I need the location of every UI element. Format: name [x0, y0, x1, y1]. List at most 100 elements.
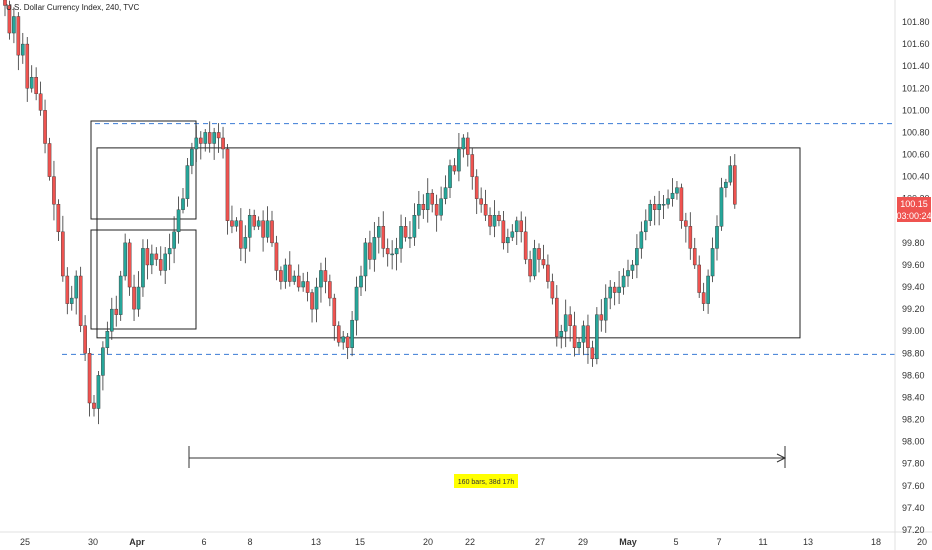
candle-down [198, 137, 203, 144]
x-tick-label: Apr [129, 537, 145, 547]
candle-down [310, 292, 314, 310]
candle-down [470, 154, 475, 177]
candle-up [319, 270, 323, 288]
candle-down [127, 242, 132, 288]
candle-down [83, 325, 87, 354]
candle-down [541, 259, 546, 266]
y-tick-label: 101.40 [902, 61, 930, 71]
date-range-measure[interactable]: 160 bars, 38d 17h [188, 446, 787, 488]
candle-up [706, 275, 710, 304]
candle-up [101, 347, 105, 376]
candle-down [488, 215, 492, 227]
y-tick-label: 100.60 [902, 150, 930, 160]
candle-down [537, 248, 541, 260]
candle-up [190, 148, 194, 166]
candle-down [132, 286, 136, 310]
candle-up [283, 264, 288, 282]
candle-down [274, 242, 279, 271]
candle-down [519, 220, 523, 233]
x-tick-label: 7 [716, 537, 721, 547]
candle-down [43, 110, 47, 144]
x-tick-label: 22 [465, 537, 475, 547]
current-price-badge: 100.15 03:00:24 [896, 197, 932, 222]
candle-up [657, 204, 661, 210]
candle-down [239, 220, 243, 249]
candle-down [332, 297, 337, 326]
candle-down [7, 5, 12, 34]
candle-down [528, 259, 532, 277]
candle-up [661, 204, 666, 206]
candle-down [483, 204, 488, 216]
candle-down [555, 297, 559, 337]
candle-up [194, 137, 199, 150]
candle-up [390, 253, 394, 256]
candle-up [181, 198, 185, 210]
candle-down [385, 248, 390, 255]
candle-down [403, 226, 408, 238]
candle-up [354, 286, 359, 321]
candle-down [261, 220, 265, 238]
candle-up [377, 226, 381, 238]
candle-up [412, 215, 417, 238]
candle-down [652, 204, 657, 210]
candle-up [109, 308, 114, 332]
candle-down [158, 259, 163, 271]
x-tick-label: 25 [20, 537, 30, 547]
candle-down [216, 132, 221, 139]
candle-down [434, 204, 439, 216]
horizontal-lines[interactable] [62, 123, 895, 355]
candle-up [408, 237, 412, 239]
candle-up [581, 325, 586, 343]
candle-down [336, 325, 341, 343]
candle-down [546, 264, 550, 282]
x-tick-label: 6 [201, 537, 206, 547]
y-tick-label: 100.80 [902, 127, 930, 137]
candle-down [479, 198, 483, 205]
candle-down [114, 308, 119, 315]
y-tick-label: 97.60 [902, 481, 925, 491]
candle-up [141, 248, 145, 288]
y-tick-label: 99.60 [902, 260, 925, 270]
y-tick-label: 101.00 [902, 105, 930, 115]
candle-up [563, 314, 568, 332]
candle-down [323, 270, 328, 282]
candle-down [466, 137, 470, 155]
candle-up [74, 275, 78, 299]
candle-up [394, 248, 399, 255]
candle-down [47, 143, 52, 177]
candle-up [621, 275, 626, 288]
candle-up [123, 242, 127, 277]
range-box-top-left[interactable] [90, 120, 197, 220]
candle-up [617, 286, 621, 293]
x-tick-label: 5 [673, 537, 678, 547]
candle-down [3, 0, 7, 6]
price-axis[interactable]: 101.80 101.60 101.40 101.20 101.00 100.80 100.… [902, 17, 930, 535]
candle-down [305, 281, 310, 293]
candle-up [96, 375, 101, 409]
y-tick-label: 98.60 [902, 370, 925, 380]
x-tick-label: 30 [88, 537, 98, 547]
candle-up [417, 204, 421, 216]
candle-down [56, 204, 61, 233]
candle-up [172, 231, 176, 249]
rectangle-drawings[interactable] [90, 120, 801, 339]
candle-up [457, 148, 461, 172]
candle-down [38, 93, 43, 111]
y-tick-label: 99.80 [902, 238, 925, 248]
candle-up [595, 314, 599, 360]
candle-down [252, 215, 257, 227]
y-tick-label: 101.60 [902, 39, 930, 49]
range-box-bottom-left[interactable] [90, 229, 197, 330]
candle-up [443, 187, 448, 199]
candle-up [425, 192, 430, 210]
candle-up [639, 231, 644, 249]
candle-up [247, 215, 252, 238]
candle-up [603, 297, 608, 321]
candle-up [559, 331, 564, 337]
candle-down [65, 275, 70, 304]
time-axis[interactable]: 25 30 Apr 6 8 13 15 20 22 27 29 May 5 7 11 13 18 20 [20, 537, 927, 547]
range-box-main[interactable] [96, 147, 801, 339]
candle-down [692, 248, 697, 266]
candle-up [105, 331, 110, 348]
